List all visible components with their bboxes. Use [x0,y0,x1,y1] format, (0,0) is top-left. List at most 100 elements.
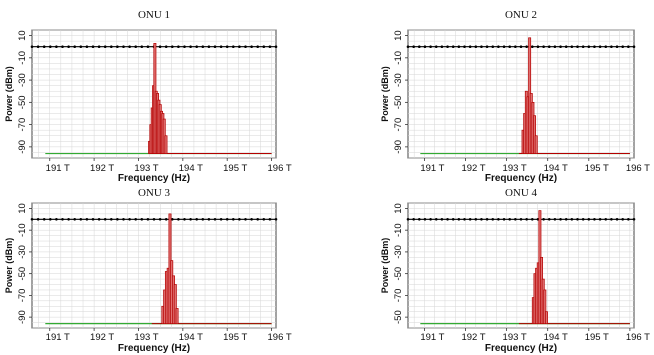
reference-marker [429,218,432,221]
reference-marker [177,45,180,48]
reference-marker [615,45,619,48]
reference-marker [73,45,76,48]
reference-marker [581,218,585,221]
reference-marker [457,218,461,221]
x-tick-label: 191 T [420,332,444,343]
reference-marker [164,218,168,221]
reference-marker [406,45,410,48]
reference-marker [61,45,64,48]
reference-marker [91,218,95,221]
reference-marker [171,218,174,221]
reference-marker [219,218,223,221]
y-tick-label: -50 [393,310,404,324]
reference-marker [195,218,198,221]
reference-marker [627,218,630,221]
reference-marker [598,218,602,221]
reference-marker [514,45,517,48]
reference-marker [225,218,229,221]
reference-marker [502,45,506,48]
reference-marker [429,45,432,48]
reference-marker [559,218,562,221]
reference-marker [158,45,162,48]
chart-title: ONU 1 [138,9,170,21]
reference-marker [268,45,272,48]
y-axis-label: Power (dBm) [4,66,14,122]
reference-marker [134,218,137,221]
x-tick-label: 193 T [134,163,158,174]
y-tick-label: -30 [17,245,28,259]
reference-marker [232,45,235,48]
reference-marker [587,45,591,48]
reference-marker [61,218,64,221]
y-tick-label: -30 [393,245,404,259]
reference-marker [468,45,472,48]
reference-marker [207,218,211,221]
x-axis-label: Frequency (Hz) [485,173,557,184]
reference-marker [542,218,545,221]
reference-marker [418,218,421,221]
spectrum-bar [534,135,538,154]
reference-marker [116,45,119,48]
reference-marker [146,45,150,48]
y-axis-label: Power (dBm) [380,238,390,294]
x-tick-label: 192 T [461,163,485,174]
reference-marker [110,218,113,221]
y-tick-label: 10 [393,203,404,214]
reference-marker [480,45,483,48]
reference-marker [553,45,557,48]
reference-marker [42,218,46,221]
x-tick-label: 191 T [46,163,70,174]
reference-marker [140,45,144,48]
reference-marker [440,218,444,221]
reference-marker [519,218,523,221]
spectrum-bar [175,308,179,325]
reference-marker [201,45,205,48]
reference-marker [587,218,591,221]
spectrum-series [161,213,179,325]
reference-marker [55,218,58,221]
reference-marker [183,218,186,221]
reference-marker [134,45,137,48]
reference-marker [627,45,630,48]
reference-marker [67,45,70,48]
y-tick-label: -90 [17,310,28,324]
reference-marker [502,218,506,221]
x-tick-label: 194 T [179,163,203,174]
reference-marker [238,45,241,48]
reference-marker [434,45,438,48]
x-axis-label: Frequency (Hz) [118,173,190,184]
reference-marker [570,45,574,48]
x-axis-label: Frequency (Hz) [485,343,557,354]
y-tick-label: -70 [17,289,28,303]
reference-marker [73,218,76,221]
reference-marker [564,45,568,48]
reference-marker [30,218,34,221]
y-tick-label: -70 [393,289,404,303]
reference-marker [480,218,483,221]
spectrum-bar [533,115,537,154]
reference-marker [547,218,551,221]
x-tick-label: 195 T [585,332,609,343]
spectrum-series [148,43,168,154]
x-tick-label: 196 T [268,332,292,343]
y-tick-label: -10 [17,51,28,65]
y-axis-label: Power (dBm) [380,66,390,122]
reference-line-0dbm [30,218,278,221]
reference-marker [122,218,125,221]
reference-marker [525,218,528,221]
reference-marker [244,218,247,221]
reference-marker [146,218,150,221]
y-tick-label: -30 [17,73,28,87]
reference-marker [474,45,478,48]
reference-marker [593,45,596,48]
reference-marker [164,45,168,48]
reference-marker [474,218,478,221]
y-tick-label: -70 [393,118,404,132]
y-tick-label: -50 [393,95,404,109]
reference-marker [412,218,415,221]
grid [32,202,276,329]
spectrum-bar [173,284,177,325]
reference-marker [508,45,512,48]
